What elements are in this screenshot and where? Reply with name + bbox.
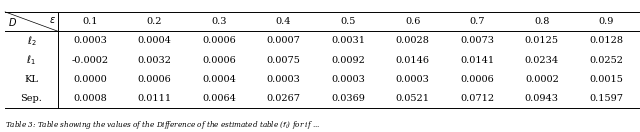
Text: 0.0111: 0.0111 bbox=[138, 94, 172, 103]
Text: 0.0032: 0.0032 bbox=[138, 56, 172, 65]
Text: 0.1597: 0.1597 bbox=[589, 94, 623, 103]
Text: 0.0028: 0.0028 bbox=[396, 36, 429, 45]
Text: 0.0141: 0.0141 bbox=[460, 56, 494, 65]
Text: 0.0943: 0.0943 bbox=[525, 94, 559, 103]
Text: 0.0128: 0.0128 bbox=[589, 36, 623, 45]
Text: 0.0003: 0.0003 bbox=[267, 75, 301, 84]
Text: 0.0369: 0.0369 bbox=[332, 94, 365, 103]
Text: KL: KL bbox=[24, 75, 38, 84]
Text: $\epsilon$: $\epsilon$ bbox=[49, 15, 56, 25]
Text: 0.4: 0.4 bbox=[276, 17, 291, 26]
Text: Sep.: Sep. bbox=[20, 94, 42, 103]
Text: Table 3: Table showing the values of the Difference of the estimated table ($f_i: Table 3: Table showing the values of the… bbox=[5, 119, 321, 131]
Text: 0.0521: 0.0521 bbox=[396, 94, 429, 103]
Text: 0.0006: 0.0006 bbox=[460, 75, 494, 84]
Text: 0.6: 0.6 bbox=[405, 17, 420, 26]
Text: 0.5: 0.5 bbox=[340, 17, 356, 26]
Text: 0.0006: 0.0006 bbox=[202, 56, 236, 65]
Text: 0.0004: 0.0004 bbox=[202, 75, 236, 84]
Text: $\ell_1$: $\ell_1$ bbox=[26, 53, 36, 67]
Text: 0.0003: 0.0003 bbox=[73, 36, 107, 45]
Text: $D$: $D$ bbox=[8, 16, 17, 28]
Text: 0.0092: 0.0092 bbox=[332, 56, 365, 65]
Text: 0.0006: 0.0006 bbox=[202, 36, 236, 45]
Text: 0.1: 0.1 bbox=[82, 17, 98, 26]
Text: 0.0006: 0.0006 bbox=[138, 75, 172, 84]
Text: 0.0064: 0.0064 bbox=[202, 94, 236, 103]
Text: 0.0002: 0.0002 bbox=[525, 75, 559, 84]
Text: 0.0015: 0.0015 bbox=[589, 75, 623, 84]
Text: 0.2: 0.2 bbox=[147, 17, 162, 26]
Text: 0.0003: 0.0003 bbox=[332, 75, 365, 84]
Text: 0.0000: 0.0000 bbox=[73, 75, 107, 84]
Text: 0.0125: 0.0125 bbox=[525, 36, 559, 45]
Text: 0.0075: 0.0075 bbox=[267, 56, 301, 65]
Text: 0.3: 0.3 bbox=[211, 17, 227, 26]
Text: 0.0003: 0.0003 bbox=[396, 75, 429, 84]
Text: 0.0073: 0.0073 bbox=[460, 36, 494, 45]
Text: 0.7: 0.7 bbox=[470, 17, 485, 26]
Text: 0.0252: 0.0252 bbox=[589, 56, 623, 65]
Text: 0.0712: 0.0712 bbox=[460, 94, 494, 103]
Text: 0.9: 0.9 bbox=[599, 17, 614, 26]
Text: 0.0146: 0.0146 bbox=[396, 56, 429, 65]
Text: 0.8: 0.8 bbox=[534, 17, 550, 26]
Text: 0.0008: 0.0008 bbox=[73, 94, 107, 103]
Text: 0.0234: 0.0234 bbox=[525, 56, 559, 65]
Text: $\ell_2$: $\ell_2$ bbox=[26, 34, 36, 48]
Text: -0.0002: -0.0002 bbox=[71, 56, 108, 65]
Text: 0.0267: 0.0267 bbox=[267, 94, 301, 103]
Text: 0.0007: 0.0007 bbox=[267, 36, 301, 45]
Text: 0.0031: 0.0031 bbox=[331, 36, 365, 45]
Text: 0.0004: 0.0004 bbox=[138, 36, 172, 45]
